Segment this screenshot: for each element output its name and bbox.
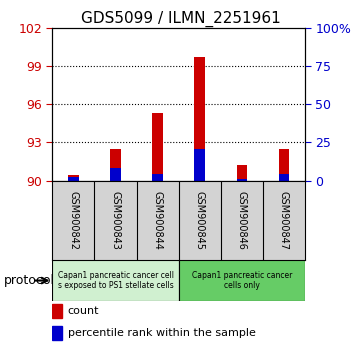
Text: Capan1 pancreatic cancer
cells only: Capan1 pancreatic cancer cells only [192,271,292,290]
Text: GSM900844: GSM900844 [153,191,163,250]
Text: GSM900847: GSM900847 [279,191,289,250]
Bar [68,177,79,181]
Bar [279,174,289,181]
Bar [195,149,205,181]
Bar [68,176,79,181]
Text: Capan1 pancreatic cancer cell
s exposed to PS1 stellate cells: Capan1 pancreatic cancer cell s exposed … [57,271,174,290]
Bar [279,149,289,181]
Text: GSM900845: GSM900845 [195,191,205,250]
Text: percentile rank within the sample: percentile rank within the sample [68,328,255,338]
Text: protocol: protocol [4,274,55,287]
Text: GSM900846: GSM900846 [237,191,247,250]
Text: GDS5099 / ILMN_2251961: GDS5099 / ILMN_2251961 [81,11,280,27]
Bar [110,168,121,181]
Bar [110,149,121,181]
FancyBboxPatch shape [179,260,305,301]
Bar [152,113,163,181]
Bar [236,165,247,181]
Bar [236,179,247,181]
Bar [52,326,62,340]
Bar [195,57,205,181]
Text: GSM900843: GSM900843 [110,191,121,250]
Text: GSM900842: GSM900842 [68,191,78,250]
Bar [52,304,62,318]
FancyBboxPatch shape [52,260,179,301]
Text: count: count [68,306,99,316]
Bar [152,174,163,181]
